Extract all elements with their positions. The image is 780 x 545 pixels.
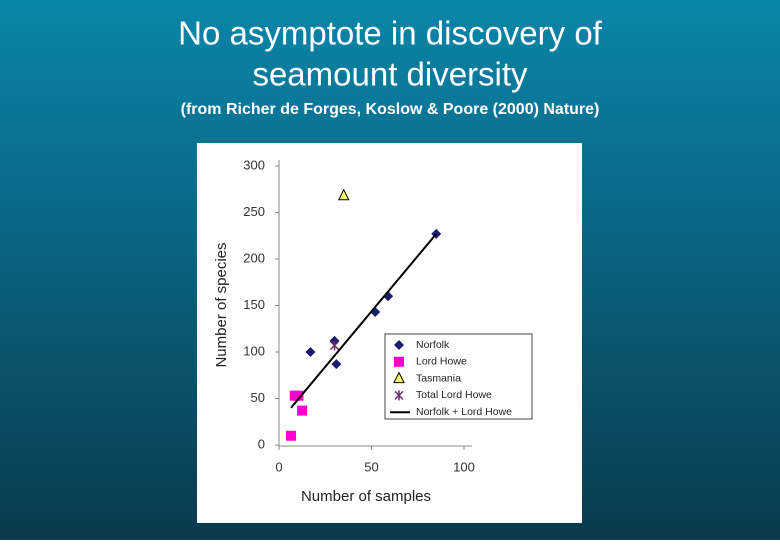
trend-line bbox=[290, 233, 438, 409]
point bbox=[286, 430, 297, 441]
chart-panel bbox=[197, 143, 582, 523]
point bbox=[297, 405, 308, 416]
legend-label: Total Lord Howe bbox=[416, 389, 492, 401]
x-tick-label: 50 bbox=[364, 459, 378, 474]
legend-swatch bbox=[393, 371, 405, 384]
x-tick-label: 100 bbox=[453, 459, 475, 474]
subtitle: (from Richer de Forges, Koslow & Poore (… bbox=[181, 101, 600, 118]
legend-swatch bbox=[394, 356, 404, 367]
point bbox=[329, 340, 340, 351]
y-tick-label: 150 bbox=[243, 297, 265, 312]
point bbox=[293, 390, 304, 401]
title-line: No asymptote in discovery of bbox=[178, 15, 603, 52]
title-line: seamount diversity bbox=[252, 56, 528, 93]
y-tick-label: 250 bbox=[243, 204, 265, 219]
legend bbox=[384, 333, 533, 420]
y-axis-label: Number of species bbox=[213, 242, 230, 367]
point bbox=[331, 359, 342, 370]
legend-label: Norfolk + Lord Howe bbox=[416, 406, 512, 418]
legend-label: Tasmania bbox=[416, 372, 461, 384]
legend-swatch bbox=[394, 390, 404, 401]
y-tick-label: 300 bbox=[243, 157, 265, 172]
x-axis-label: Number of samples bbox=[301, 488, 431, 505]
y-tick-label: 50 bbox=[251, 390, 265, 405]
point bbox=[305, 347, 316, 357]
y-tick-label: 100 bbox=[243, 343, 265, 358]
y-tick-label: 0 bbox=[258, 436, 265, 451]
legend-swatch bbox=[394, 340, 404, 350]
y-tick-label: 200 bbox=[243, 250, 265, 265]
point bbox=[337, 188, 350, 201]
legend-label: Norfolk bbox=[416, 339, 450, 351]
x-tick-label: 0 bbox=[275, 459, 282, 474]
legend-label: Lord Howe bbox=[416, 356, 467, 368]
